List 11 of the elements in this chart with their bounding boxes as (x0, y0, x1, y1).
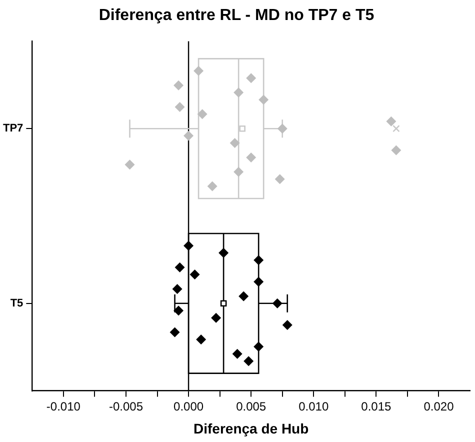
x-tick-label: -0.010 (46, 399, 81, 414)
x-tick-label: 0.000 (174, 399, 204, 414)
x-tick-label: 0.005 (236, 399, 266, 414)
x-tick-label: -0.005 (108, 399, 144, 414)
chart-title: Diferença entre RL - MD no TP7 e T5 (98, 7, 374, 24)
x-tick-label: 0.015 (361, 399, 392, 414)
x-tick-label: 0.020 (424, 399, 454, 414)
y-tick-label: TP7 (2, 122, 24, 135)
x-tick-label: 0.010 (298, 399, 329, 414)
x-axis-title: Diferença de Hub (194, 420, 309, 436)
y-tick-label: T5 (10, 297, 24, 310)
